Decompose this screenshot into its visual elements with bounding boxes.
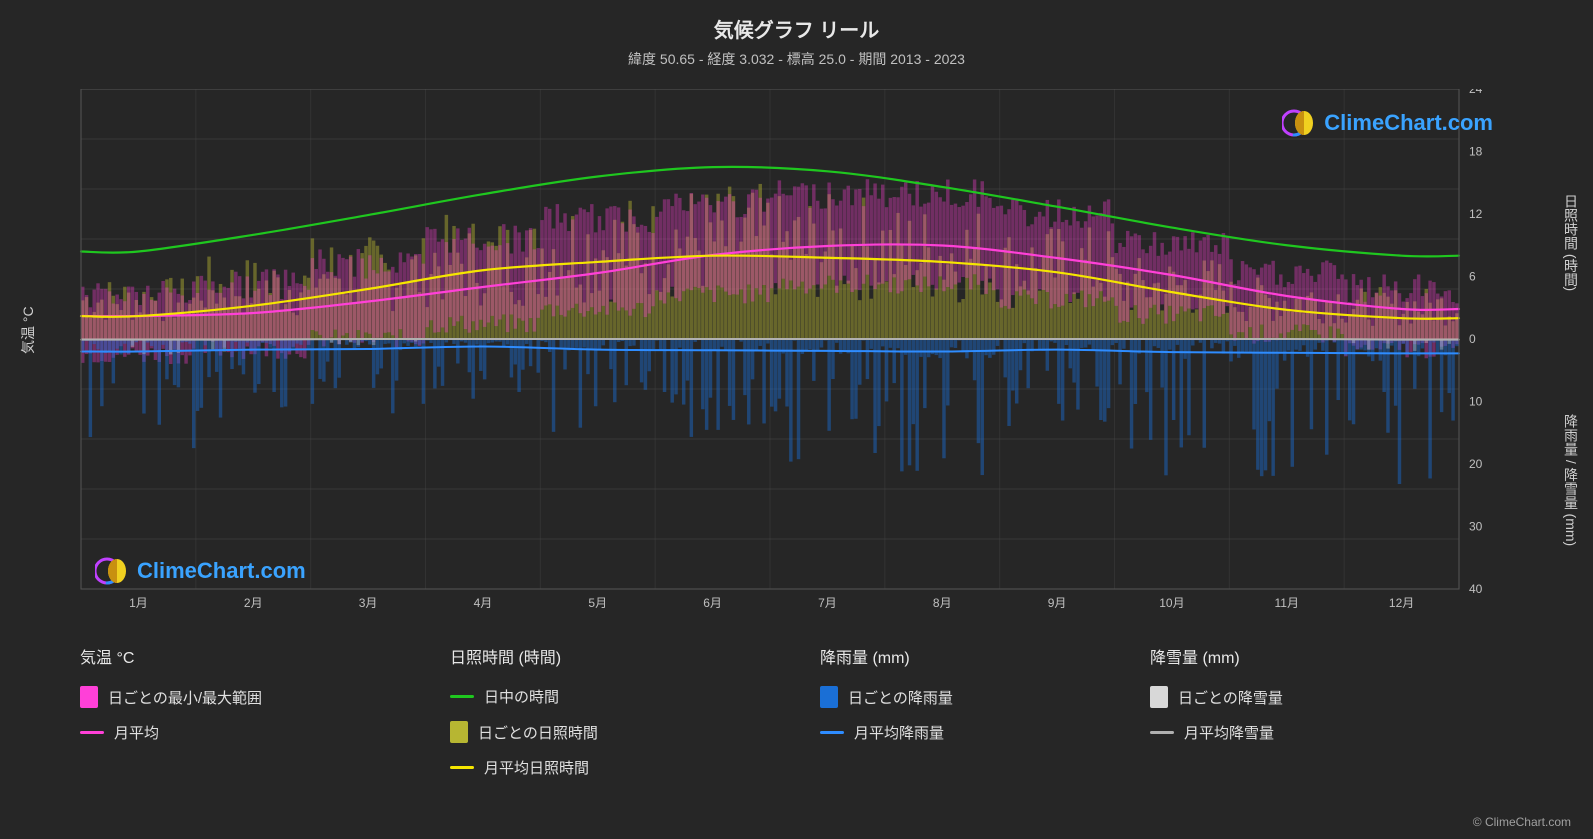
legend-label: 日中の時間	[484, 686, 559, 707]
legend-item: 月平均降雪量	[1150, 722, 1470, 743]
svg-text:11月: 11月	[1275, 596, 1299, 610]
legend-header: 降雪量 (mm)	[1150, 644, 1470, 668]
legend-label: 日ごとの最小/最大範囲	[108, 687, 262, 708]
legend-item: 月平均日照時間	[450, 757, 810, 778]
right-axis-bottom-label: 降雨量 / 降雪量 (mm)	[1561, 414, 1581, 546]
chart-svg: -50-40-30-20-100102030405006121824102030…	[75, 89, 1505, 619]
svg-text:18: 18	[1469, 145, 1483, 159]
svg-text:30: 30	[1469, 520, 1483, 534]
svg-text:20: 20	[1469, 457, 1483, 471]
legend-label: 日ごとの降雨量	[848, 687, 953, 708]
svg-text:12: 12	[1469, 207, 1483, 221]
climechart-logo-icon	[95, 554, 129, 588]
legend-header: 日照時間 (時間)	[450, 644, 810, 668]
legend-item: 日ごとの降雨量	[820, 686, 1140, 708]
legend-label: 日ごとの降雪量	[1178, 687, 1283, 708]
legend-header: 気温 °C	[80, 644, 440, 668]
legend-item: 日ごとの日照時間	[450, 721, 810, 743]
svg-text:10月: 10月	[1159, 596, 1184, 610]
chart-title: 気候グラフ リール	[0, 14, 1593, 43]
logo-text: ClimeChart.com	[137, 558, 306, 584]
logo-text: ClimeChart.com	[1324, 110, 1493, 136]
legend-swatch-bar	[820, 686, 838, 708]
legend-item: 日中の時間	[450, 686, 810, 707]
legend-header: 降雨量 (mm)	[820, 644, 1140, 668]
legend-swatch-line	[820, 731, 844, 734]
legend-label: 月平均降雨量	[854, 722, 944, 743]
svg-text:8月: 8月	[933, 596, 952, 610]
svg-text:1月: 1月	[129, 596, 148, 610]
legend-col-sunshine: 日照時間 (時間) 日中の時間 日ごとの日照時間 月平均日照時間	[450, 644, 810, 778]
legend-col-snowfall: 降雪量 (mm) 日ごとの降雪量 月平均降雪量	[1150, 644, 1470, 778]
svg-text:6: 6	[1469, 270, 1476, 284]
svg-text:0: 0	[1469, 332, 1476, 346]
svg-text:6月: 6月	[703, 596, 722, 610]
svg-text:24: 24	[1469, 89, 1483, 96]
legend-swatch-bar	[80, 686, 98, 708]
legend-item: 日ごとの最小/最大範囲	[80, 686, 440, 708]
legend-swatch-bar	[1150, 686, 1168, 708]
legend-label: 月平均	[114, 722, 159, 743]
credit-text: © ClimeChart.com	[1473, 815, 1571, 829]
legend-swatch-bar	[450, 721, 468, 743]
legend-swatch-line	[1150, 731, 1174, 734]
svg-text:2月: 2月	[244, 596, 263, 610]
chart-plot-area: -50-40-30-20-100102030405006121824102030…	[75, 89, 1505, 619]
svg-text:12月: 12月	[1389, 596, 1414, 610]
logo-top: ClimeChart.com	[1282, 106, 1493, 140]
svg-text:9月: 9月	[1048, 596, 1067, 610]
legend-col-rainfall: 降雨量 (mm) 日ごとの降雨量 月平均降雨量	[820, 644, 1140, 778]
legend-col-temperature: 気温 °C 日ごとの最小/最大範囲 月平均	[80, 644, 440, 778]
legend-item: 日ごとの降雪量	[1150, 686, 1470, 708]
svg-text:4月: 4月	[474, 596, 493, 610]
legend-swatch-line	[450, 766, 474, 769]
svg-text:7月: 7月	[818, 596, 837, 610]
right-axis-top-label: 日照時間 (時間)	[1561, 194, 1581, 291]
left-axis-label: 気温 °C	[18, 306, 38, 354]
legend-label: 月平均日照時間	[484, 757, 589, 778]
chart-subtitle: 緯度 50.65 - 経度 3.032 - 標高 25.0 - 期間 2013 …	[0, 49, 1593, 69]
climechart-logo-icon	[1282, 106, 1316, 140]
legend-item: 月平均	[80, 722, 440, 743]
legend-label: 月平均降雪量	[1184, 722, 1274, 743]
legend: 気温 °C 日ごとの最小/最大範囲 月平均 日照時間 (時間) 日中の時間 日ご…	[80, 644, 1510, 778]
svg-text:10: 10	[1469, 395, 1483, 409]
svg-text:40: 40	[1469, 582, 1483, 596]
legend-swatch-line	[450, 695, 474, 698]
svg-text:5月: 5月	[588, 596, 607, 610]
legend-swatch-line	[80, 731, 104, 734]
legend-item: 月平均降雨量	[820, 722, 1140, 743]
svg-text:3月: 3月	[359, 596, 378, 610]
legend-label: 日ごとの日照時間	[478, 722, 598, 743]
logo-bottom: ClimeChart.com	[95, 554, 306, 588]
